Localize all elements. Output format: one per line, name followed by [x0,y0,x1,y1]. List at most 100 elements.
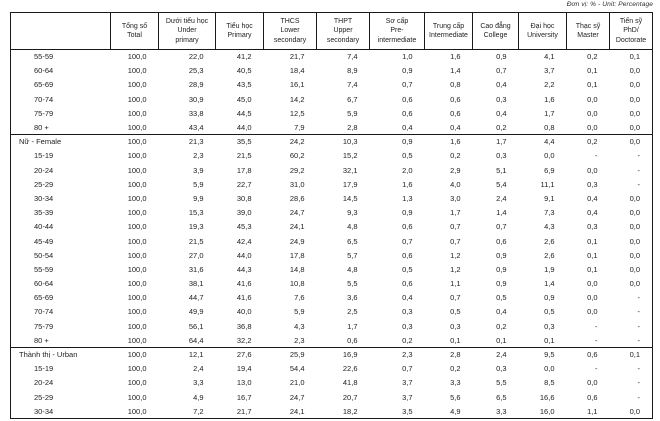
column-header-en: Under primary [175,27,199,44]
row-label: 15-19 [34,364,54,374]
value-cell: 2,8 [424,346,473,362]
row-label: 25-29 [34,392,54,402]
value-cell: 0,7 [402,236,413,246]
value-cell: 20,7 [342,392,358,402]
value-cell: 100,0 [127,80,147,90]
value-cell: 0,6 [496,236,507,246]
value-cell: 1,4 [496,208,507,218]
column-header: THPT Upper secondary [316,12,370,50]
column-header-en: Primary [227,32,252,39]
value-cell: 1,4 [450,66,461,76]
column-header-en: Master [577,32,599,39]
value-cell: 31,0 [289,179,305,189]
row-label: 40-44 [34,222,54,232]
value-cell: 0,0 [587,94,598,104]
value-cell: 33,8 [188,108,204,118]
corner-cell [10,12,111,50]
value-cell: 0,4 [496,108,507,118]
value-cell: 3,7 [402,378,413,388]
table-row: 40-44 100,0 19,3 45,3 24,1 4,8 0,6 0,7 0,7 4,3 0,3… [11,220,653,234]
row-label: 50-54 [34,250,54,260]
table-body: 55-59 100,0 22,0 41,2 21,7 7,4 1,0 1,6 0,9 4,1 0,2… [10,50,653,419]
value-cell: 0,0 [629,250,640,260]
value-cell: 100,0 [127,193,147,203]
value-cell: 17,8 [236,165,252,175]
value-cell: 0,4 [450,122,461,132]
value-cell: 0,4 [587,193,598,203]
row-label: 55-59 [34,52,54,62]
value-cell: 30,8 [236,193,252,203]
value-cell: 41,6 [236,293,252,303]
table-row: 15-19 100,0 2,4 19,4 54,4 22,6 0,7 0,2 0,3 0,0 - - [11,362,653,376]
table-row: 65-69 100,0 44,7 41,6 7,6 3,6 0,4 0,7 0,5 0,9 0,0 - [11,291,653,305]
value-cell: 9,1 [544,193,555,203]
value-cell: 44,0 [236,122,252,132]
value-cell: 40,5 [236,66,252,76]
value-cell: 0,6 [566,346,610,362]
value-cell: 24,1 [289,222,305,232]
column-header-vi: THCS [280,18,300,26]
table-row: 55-59 100,0 31,6 44,3 14,8 4,8 0,5 1,2 0,9 1,9 0,1… [11,262,653,276]
value-cell: 40,0 [236,307,252,317]
value-cell: 39,0 [236,208,252,218]
value-cell: 0,6 [402,250,413,260]
value-cell: 0,1 [609,346,653,362]
value-cell: 17,9 [342,179,358,189]
value-cell: 2,0 [402,165,413,175]
value-cell: - [595,151,598,161]
value-cell: 16,0 [539,406,555,416]
column-header-en: Lower secondary [273,27,307,44]
value-cell: - [595,335,598,345]
value-cell: 21,0 [289,378,305,388]
table-row: 25-29 100,0 5,9 22,7 31,0 17,9 1,6 4,0 5,4 11,1 0,… [11,177,653,191]
value-cell: 4,9 [450,406,461,416]
value-cell: 41,8 [342,378,358,388]
value-cell: 4,3 [544,222,555,232]
value-cell: 0,3 [450,321,461,331]
value-cell: 100,0 [127,279,147,289]
column-header: Tổng số Total [110,12,159,50]
value-cell: 17,8 [289,250,305,260]
row-label: 65-69 [34,80,54,90]
value-cell: 0,0 [587,165,598,175]
value-cell: 1,6 [402,179,413,189]
value-cell: - [637,378,641,388]
value-cell: - [637,165,641,175]
value-cell: 100,0 [127,151,147,161]
table-row: 50-54 100,0 27,0 44,0 17,8 5,7 0,6 1,2 0,9 2,6 0,1… [11,248,653,262]
value-cell: 0,0 [609,134,653,149]
value-cell: 49,9 [188,307,204,317]
value-cell: 0,3 [496,94,507,104]
value-cell: 3,6 [347,293,358,303]
row-label: 30-34 [34,193,54,203]
value-cell: 24,1 [289,406,305,416]
value-cell: 100,0 [127,236,147,246]
table-row: 65-69 100,0 28,9 43,5 16,1 7,4 0,7 0,8 0,4 2,2 0,1… [11,78,653,92]
value-cell: 1,6 [450,52,461,62]
value-cell: 0,1 [587,236,598,246]
column-header: Đại học University [518,12,567,50]
value-cell: 30,9 [188,94,204,104]
value-cell: 19,4 [236,364,252,374]
column-header: Trung cấp Intermediate [424,12,473,50]
value-cell: 22,6 [342,364,358,374]
value-cell: 27,6 [215,346,264,362]
table-row: 55-59 100,0 22,0 41,2 21,7 7,4 1,0 1,6 0,9 4,1 0,2… [11,50,653,64]
value-cell: 22,7 [236,179,252,189]
value-cell: 0,1 [450,335,461,345]
value-cell: 1,7 [347,321,358,331]
value-cell: 100,0 [127,66,147,76]
table-row: Nữ - Female 100,0 21,3 35,5 24,2 10,3 0,9 1,6 1,… [10,134,653,149]
table-row: Thành thị - Urban 100,0 12,1 27,6 25,9 16,9 2,… [10,346,653,362]
value-cell: 0,1 [587,66,598,76]
value-cell: 0,0 [587,378,598,388]
value-cell: 0,1 [496,335,507,345]
value-cell: 0,0 [587,108,598,118]
value-cell: 0,6 [402,94,413,104]
value-cell: 5,4 [496,179,507,189]
value-cell: 6,7 [347,94,358,104]
value-cell: 0,1 [629,52,640,62]
value-cell: 3,3 [193,378,204,388]
value-cell: 31,6 [188,264,204,274]
value-cell: 43,4 [188,122,204,132]
